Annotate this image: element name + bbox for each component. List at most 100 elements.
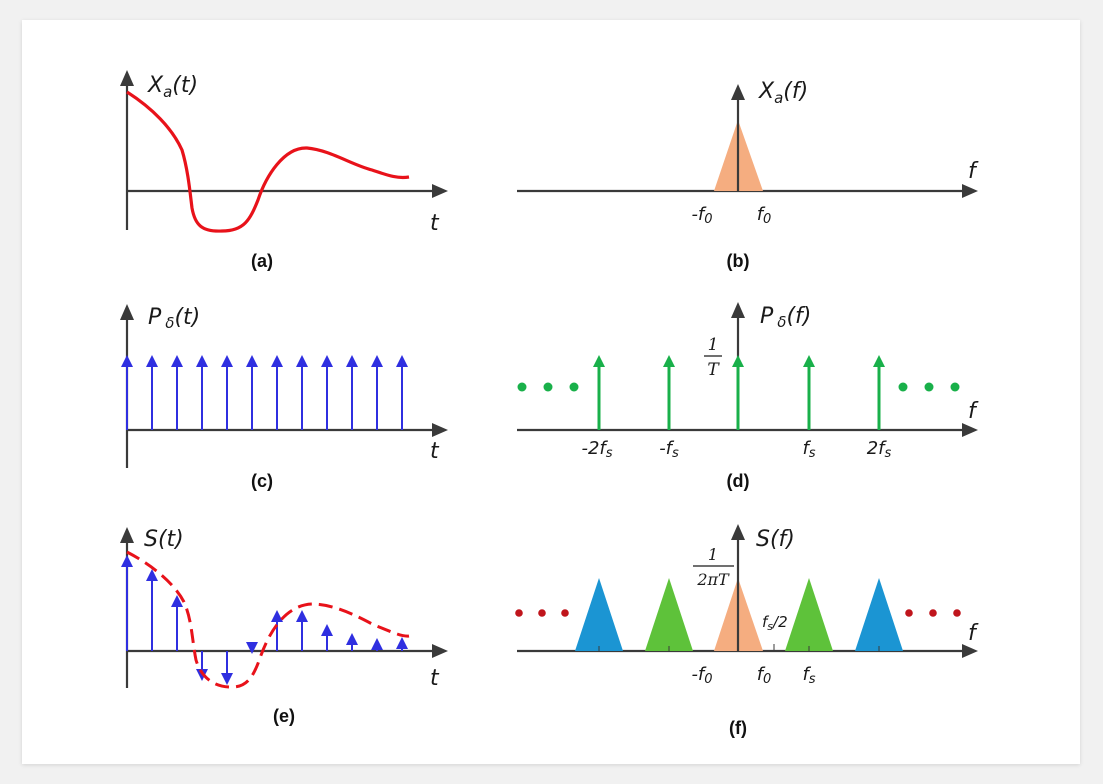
panel-f-replica-neg2 [575, 578, 623, 651]
panel-f-amp-denominator: 2πT [696, 570, 730, 589]
panel-e-sample-7-head [271, 610, 283, 622]
panel-e-sample-10-head [346, 633, 358, 645]
panel-c-impulse-train [121, 355, 408, 430]
panel-b-tick-neg-f0: -f0 [691, 204, 712, 227]
panel-e: S(t) t (e) [120, 527, 448, 726]
panel-e-y-label: S(t) [144, 527, 184, 552]
panel-b-tick-pos-f0: f0 [757, 204, 772, 227]
panel-f-dot-6 [953, 609, 961, 617]
panel-f-y-arrowhead [731, 524, 745, 540]
panel-d-impulse-2-head [663, 355, 675, 367]
panel-d-impulse-5-head [873, 355, 885, 367]
panel-d-dot-2 [543, 382, 553, 392]
panel-d-dot-4 [898, 382, 908, 392]
panel-f-x-arrowhead [962, 644, 978, 658]
panel-f-replica-pos1 [785, 578, 833, 651]
panel-d-tick-4: 2fs [867, 438, 892, 461]
panel-d-x-arrowhead [962, 423, 978, 437]
panel-d-impulse-1-head [593, 355, 605, 367]
panel-d-amp-denominator: T [707, 360, 720, 380]
panel-b-x-label: f [968, 159, 979, 184]
panel-e-sample-6-head [246, 642, 258, 654]
panel-d-tick-labels: -2fs -fs fs 2fs [581, 438, 891, 461]
panel-c-impulse-3-head [171, 355, 183, 367]
panel-a-y-label: Xa(t) [147, 73, 198, 101]
panel-c-caption: (c) [251, 471, 273, 491]
panel-c-impulse-7-head [271, 355, 283, 367]
panel-d-y-arrowhead [731, 302, 745, 318]
panel-c-impulse-10-head [346, 355, 358, 367]
panel-c-impulse-9-head [321, 355, 333, 367]
panel-b-caption: (b) [727, 251, 750, 271]
panel-e-sample-5-head [221, 673, 233, 685]
panel-c-impulse-6-head [246, 355, 258, 367]
panel-c-y-arrowhead [120, 304, 134, 320]
panel-d-impulse-3-head [732, 355, 744, 367]
panel-e-caption: (e) [273, 706, 295, 726]
panel-e-sample-9-head [321, 624, 333, 636]
panel-c-x-arrowhead [432, 423, 448, 437]
panel-d-dot-3 [569, 382, 579, 392]
panel-f-replica-neg1 [645, 578, 693, 651]
panel-f-y-label: S(f) [756, 527, 795, 552]
panel-a-x-arrowhead [432, 184, 448, 198]
panel-f-dot-1 [515, 609, 523, 617]
panel-e-sample-2-head [146, 569, 158, 581]
panel-e-y-arrowhead [120, 527, 134, 543]
panel-e-envelope [126, 550, 410, 689]
panel-c-x-label: t [430, 439, 440, 464]
panel-a-analog-signal [126, 90, 410, 233]
panel-d-dot-6 [950, 382, 960, 392]
panel-e-sample-12-head [396, 637, 408, 649]
panel-f-dot-3 [561, 609, 569, 617]
panel-e-sample-arrows [121, 555, 408, 685]
panel-c-impulse-2-head [146, 355, 158, 367]
panel-f-tick-fs: fs [802, 664, 815, 687]
panel-f-caption: (f) [729, 718, 747, 738]
panel-d-dot-5 [924, 382, 934, 392]
panel-f: 1 2πT S(f) fs/2 f -f0 f0 fs (f) [515, 524, 979, 738]
panel-f-small-ticks [598, 644, 880, 651]
panel-f-replica-pos2 [855, 578, 903, 651]
panel-c-impulse-11-head [371, 355, 383, 367]
panel-a-caption: (a) [251, 251, 273, 271]
panel-d-caption: (d) [727, 471, 750, 491]
panel-b-y-arrowhead [731, 84, 745, 100]
panel-d-tick-3: fs [802, 438, 815, 461]
panel-a-x-label: t [430, 211, 440, 236]
panel-e-sample-8-head [296, 610, 308, 622]
panel-f-dot-2 [538, 609, 546, 617]
panel-b-x-arrowhead [962, 184, 978, 198]
panel-c-impulse-5-head [221, 355, 233, 367]
panel-f-continuation-dots [515, 609, 961, 617]
panel-d-continuation-dots [517, 382, 960, 392]
panel-d-tick-1: -2fs [581, 438, 612, 461]
panel-e-sample-1-head [121, 555, 133, 567]
panel-c-impulse-4-head [196, 355, 208, 367]
panel-f-x-label: f [968, 621, 979, 646]
panel-f-amp-numerator: 1 [708, 545, 718, 564]
panel-a-y-arrowhead [120, 70, 134, 86]
panel-c-impulse-8-head [296, 355, 308, 367]
panel-d-impulse-4-head [803, 355, 815, 367]
panel-d-amp-numerator: 1 [708, 335, 719, 355]
panel-e-x-arrowhead [432, 644, 448, 658]
panel-e-sample-11-head [371, 638, 383, 650]
panel-d-x-label: f [968, 399, 979, 424]
panel-f-dot-5 [929, 609, 937, 617]
panel-f-half-fs-label: fs/2 [762, 613, 788, 633]
panel-f-dot-4 [905, 609, 913, 617]
panel-f-tick-neg-f0: -f0 [691, 664, 712, 687]
panel-f-tick-pos-f0: f0 [757, 664, 772, 687]
panel-c-impulse-1-head [121, 355, 133, 367]
panel-e-x-label: t [430, 666, 440, 691]
panel-d-spectrum-impulses [593, 355, 885, 430]
panel-e-sample-3-head [171, 595, 183, 607]
panel-c-impulse-12-head [396, 355, 408, 367]
panel-a: Xa(t) t (a) [120, 70, 448, 271]
